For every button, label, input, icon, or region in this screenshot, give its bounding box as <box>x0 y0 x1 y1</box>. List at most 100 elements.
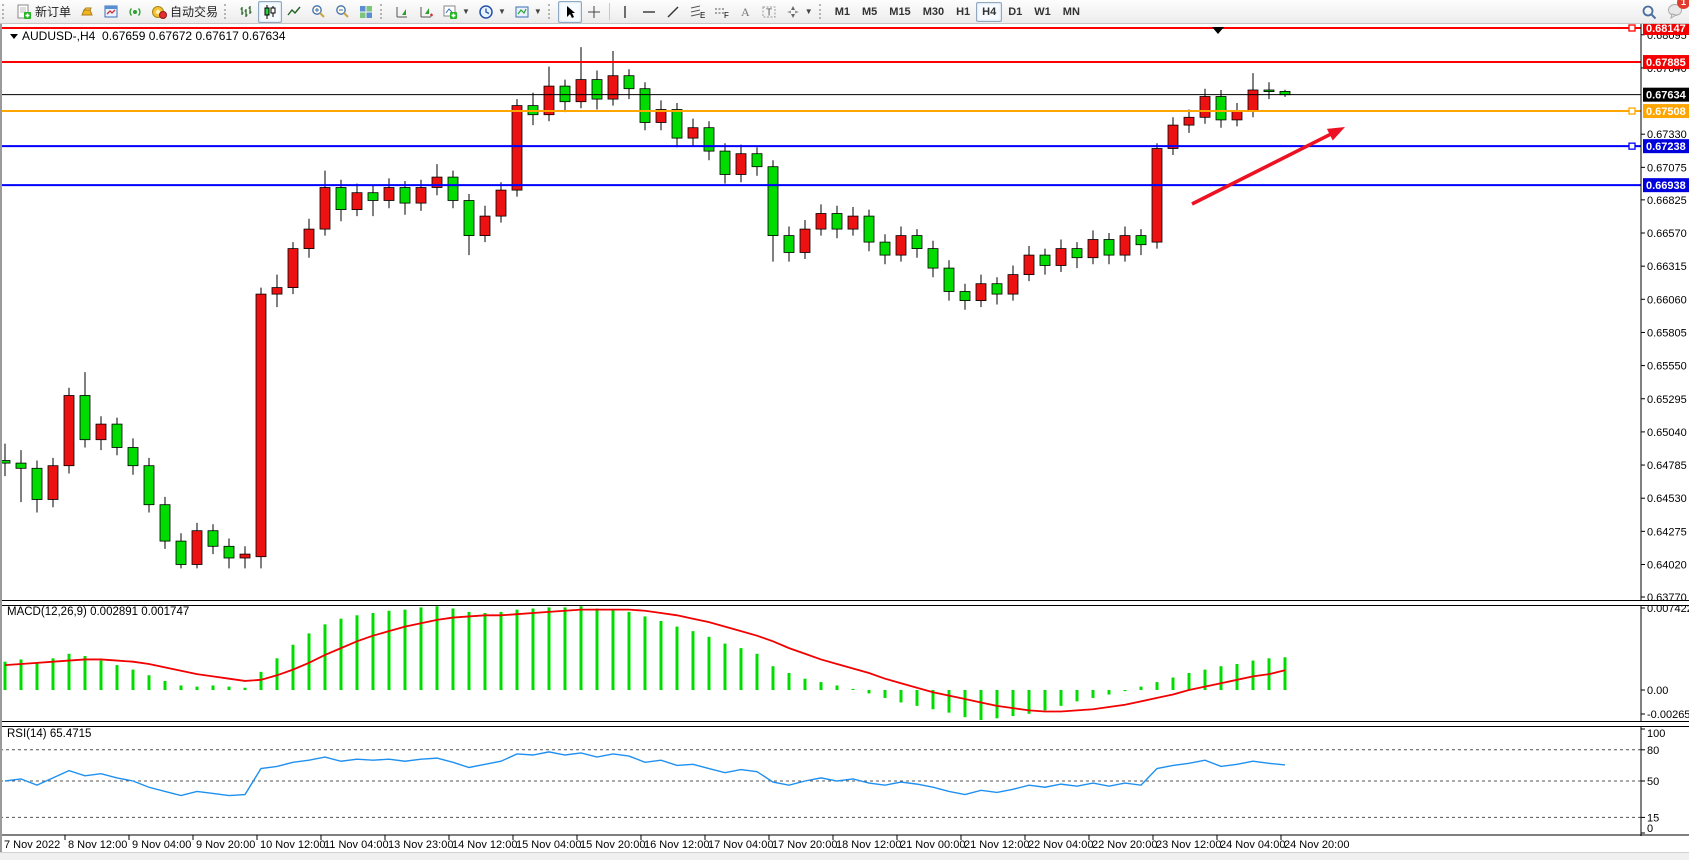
svg-text:0.67885: 0.67885 <box>1646 57 1686 69</box>
svg-text:14 Nov 12:00: 14 Nov 12:00 <box>452 839 517 851</box>
horizontal-line-0.68147[interactable] <box>0 24 1641 32</box>
toolbar-grip[interactable] <box>2 4 8 19</box>
timeframe-button-M30[interactable]: M30 <box>922 5 945 18</box>
profile-next-button[interactable] <box>414 1 438 23</box>
pane-separator-macd[interactable] <box>0 600 1689 606</box>
macd-signal-line <box>4 608 1286 713</box>
timeframe-button-H4[interactable]: H4 <box>976 1 1003 22</box>
timeframe-button-H1[interactable]: H1 <box>956 5 971 18</box>
new-order-button[interactable]: 新订单 <box>12 1 75 23</box>
main-toolbar: 新订单 自动交易 <box>0 0 1689 24</box>
horizontal-line-button[interactable] <box>637 1 661 23</box>
toolbar-grip[interactable] <box>380 4 386 19</box>
symbol-name: AUDUSD-,H4 <box>22 29 96 43</box>
timeframe-button-M15[interactable]: M15 <box>889 5 911 18</box>
svg-text:0.66060: 0.66060 <box>1647 294 1687 306</box>
new-order-label: 新订单 <box>35 5 72 19</box>
svg-text:0.64275: 0.64275 <box>1647 526 1687 538</box>
line-chart-button[interactable] <box>282 1 306 23</box>
horizontal-line-0.67508[interactable] <box>0 107 1641 115</box>
chat-button[interactable]: 1 <box>1667 0 1689 22</box>
trend-arrow[interactable] <box>1191 127 1345 206</box>
svg-text:0.65550: 0.65550 <box>1647 361 1687 373</box>
price-badge-0.67508: 0.67508 <box>1643 104 1689 119</box>
price-badge-0.67885: 0.67885 <box>1643 55 1689 70</box>
price-axis: 0.680950.678400.673300.670750.668250.665… <box>1640 20 1689 836</box>
tile-windows-button[interactable] <box>354 1 378 23</box>
market-window-button[interactable] <box>99 1 123 23</box>
cursor-button[interactable] <box>557 0 582 23</box>
svg-text:0.68147: 0.68147 <box>1646 23 1686 35</box>
signal-icon <box>127 4 143 20</box>
time-axis: 7 Nov 2022 8 Nov 12:00 9 Nov 04:00 9 Nov 20… <box>0 834 1689 851</box>
svg-text:T: T <box>766 7 772 18</box>
signal-button[interactable] <box>123 1 147 23</box>
tile-windows-icon <box>358 4 374 20</box>
svg-text:0.007422: 0.007422 <box>1647 603 1689 615</box>
price-badge-0.66938: 0.66938 <box>1643 178 1689 193</box>
svg-text:22 Nov 20:00: 22 Nov 20:00 <box>1092 839 1157 851</box>
text-button[interactable]: A <box>733 1 757 23</box>
horizontal-line-0.67238[interactable] <box>0 142 1641 150</box>
macd-value: 0.002891 <box>90 606 139 618</box>
svg-text:24 Nov 20:00: 24 Nov 20:00 <box>1284 839 1349 851</box>
timeframe-button-M5[interactable]: M5 <box>862 5 878 18</box>
svg-text:9 Nov 20:00: 9 Nov 20:00 <box>196 839 255 851</box>
svg-text:0.64785: 0.64785 <box>1647 460 1687 472</box>
channel-button[interactable]: F <box>709 1 733 23</box>
bar-chart-button[interactable] <box>234 1 258 23</box>
svg-text:0.65295: 0.65295 <box>1647 394 1687 406</box>
macd-indicator-label: MACD(12,26,9) 0.002891 0.001747 <box>7 606 189 618</box>
new-chart-button[interactable]: ▼ <box>438 1 474 23</box>
chevron-down-icon: ▼ <box>804 7 813 16</box>
ingot-button[interactable] <box>75 1 99 23</box>
symbol-collapse-icon[interactable] <box>10 34 18 40</box>
new-chart-icon <box>442 4 458 20</box>
toolbar-right-group: 1 <box>1641 0 1689 23</box>
svg-text:0.67238: 0.67238 <box>1646 141 1686 153</box>
candlestick-chart-button[interactable] <box>258 0 283 23</box>
macd-histogram <box>3 606 1287 720</box>
window-left-border <box>0 23 2 852</box>
template-button[interactable]: ▼ <box>510 1 546 23</box>
search-icon[interactable] <box>1641 4 1657 20</box>
svg-text:23 Nov 12:00: 23 Nov 12:00 <box>1156 839 1221 851</box>
svg-text:13 Nov 23:00: 13 Nov 23:00 <box>388 839 453 851</box>
zoom-in-icon <box>310 4 326 20</box>
timeframe-button-W1[interactable]: W1 <box>1034 5 1051 18</box>
arrows-icon <box>785 4 801 20</box>
vertical-line-button[interactable] <box>613 1 637 23</box>
zoom-out-button[interactable] <box>330 1 354 23</box>
timeframe-button-MN[interactable]: MN <box>1062 5 1080 18</box>
crosshair-button[interactable] <box>582 1 606 23</box>
chart-shift-marker[interactable] <box>1212 27 1224 34</box>
arrows-button[interactable]: ▼ <box>781 1 817 23</box>
toolbar-grip[interactable] <box>547 4 554 19</box>
price-badge-0.68147: 0.68147 <box>1643 20 1689 35</box>
chevron-down-icon: ▼ <box>533 7 542 16</box>
chat-icon <box>1667 2 1683 19</box>
toolbar-grip[interactable] <box>818 4 825 19</box>
fibonacci-icon: E <box>689 4 705 20</box>
trendline-button[interactable] <box>661 1 685 23</box>
timeframe-button-M1[interactable]: M1 <box>834 5 850 18</box>
market-window-icon <box>103 4 119 20</box>
svg-text:0.66825: 0.66825 <box>1647 195 1687 207</box>
profile-button[interactable] <box>390 1 414 23</box>
svg-text:50: 50 <box>1647 776 1659 788</box>
zoom-in-button[interactable] <box>306 1 330 23</box>
pane-separator-rsi[interactable] <box>0 721 1689 727</box>
timeframe-button-D1[interactable]: D1 <box>1008 5 1023 18</box>
svg-text:10 Nov 12:00: 10 Nov 12:00 <box>260 839 325 851</box>
fibonacci-button[interactable]: E <box>685 1 709 23</box>
text-label-button[interactable]: T <box>757 1 781 23</box>
toolbar-grip[interactable] <box>224 4 230 19</box>
period-clock-button[interactable]: ▼ <box>474 1 510 23</box>
chevron-down-icon: ▼ <box>497 7 506 16</box>
svg-text:0.67634: 0.67634 <box>1646 90 1687 102</box>
svg-text:E: E <box>700 11 705 20</box>
svg-text:22 Nov 04:00: 22 Nov 04:00 <box>1028 839 1093 851</box>
autotrade-button[interactable]: 自动交易 <box>147 1 222 23</box>
svg-text:17 Nov 04:00: 17 Nov 04:00 <box>708 839 773 851</box>
